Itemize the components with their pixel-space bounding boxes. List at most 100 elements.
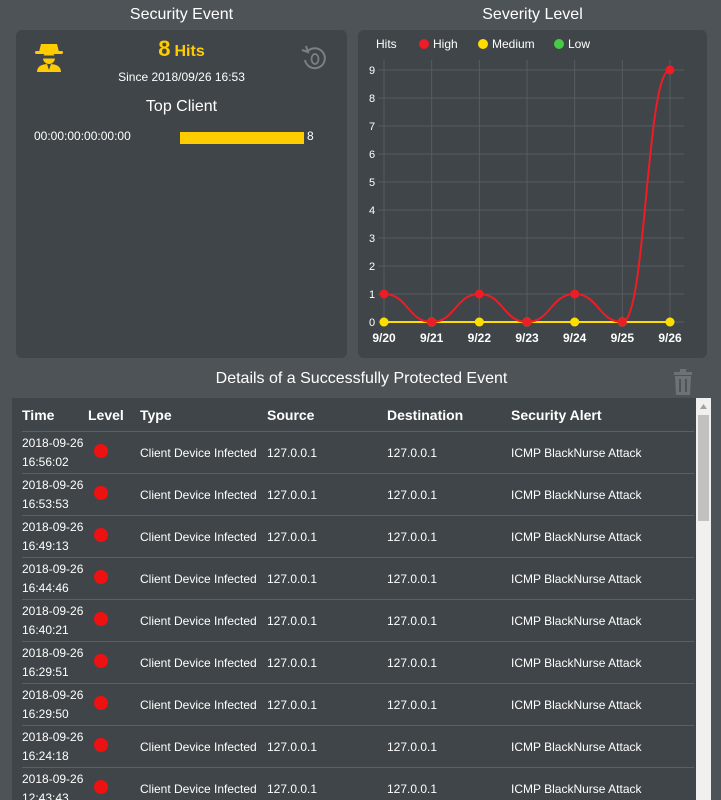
data-point-medium	[665, 317, 675, 327]
data-point-high	[379, 289, 389, 299]
event-type: Client Device Infected	[140, 557, 267, 600]
table-row[interactable]: 2018-09-26 16:40:21 Client Device Infected…	[22, 599, 694, 642]
table-row[interactable]: 2018-09-26 12:43:43 Client Device Infected…	[22, 767, 694, 800]
data-point-high	[617, 317, 627, 327]
event-security-alert: ICMP BlackNurse Attack	[511, 599, 694, 642]
y-tick-label: 7	[369, 121, 375, 133]
client-hits-bar	[180, 132, 304, 144]
event-level	[88, 515, 140, 558]
event-date: 2018-09-26	[22, 729, 84, 744]
event-level	[88, 473, 140, 516]
column-header-type: Type	[140, 398, 267, 432]
y-tick-label: 0	[369, 317, 375, 329]
event-security-alert: ICMP BlackNurse Attack	[511, 557, 694, 600]
event-clock: 16:29:50	[22, 706, 69, 721]
event-time: 2018-09-26 16:56:02	[22, 431, 88, 474]
table-row[interactable]: 2018-09-26 16:44:46 Client Device Infected…	[22, 557, 694, 600]
event-date: 2018-09-26	[22, 435, 84, 450]
event-time: 2018-09-26 16:49:13	[22, 515, 88, 558]
event-security-alert: ICMP BlackNurse Attack	[511, 767, 694, 800]
x-tick-label: 9/24	[563, 331, 587, 345]
event-clock: 12:43:43	[22, 790, 69, 800]
severity-level-panel: 0 1 2 3 4 5 6 7 8 9 9/20 9/21 9/22 9/23 9/24 9/25 9/26 Hi…	[358, 30, 707, 358]
data-point-high	[427, 317, 437, 327]
table-row[interactable]: 2018-09-26 16:53:53 Client Device Infected…	[22, 473, 694, 516]
event-date: 2018-09-26	[22, 687, 84, 702]
event-source: 127.0.0.1	[267, 641, 387, 684]
event-source: 127.0.0.1	[267, 767, 387, 800]
y-tick-label: 9	[369, 65, 375, 77]
event-destination: 127.0.0.1	[387, 767, 511, 800]
table-row[interactable]: 2018-09-26 16:49:13 Client Device Infected…	[22, 515, 694, 558]
legend-title: Hits	[376, 37, 397, 51]
event-source: 127.0.0.1	[267, 725, 387, 768]
scroll-thumb[interactable]	[698, 415, 709, 521]
security-event-title: Security Event	[129, 6, 234, 23]
scroll-up-icon[interactable]	[699, 402, 708, 411]
event-clock: 16:56:02	[22, 454, 69, 469]
event-time: 2018-09-26 16:29:50	[22, 683, 88, 726]
event-security-alert: ICMP BlackNurse Attack	[511, 725, 694, 768]
event-source: 127.0.0.1	[267, 683, 387, 726]
table-scrollbar[interactable]	[696, 398, 711, 800]
hits-count: 8	[158, 36, 171, 61]
data-point-high	[522, 317, 532, 327]
data-point-high	[570, 289, 580, 299]
legend-label-high: High	[433, 37, 458, 51]
details-title: Details of a Successfully Protected Even…	[215, 370, 508, 387]
severity-level-title: Severity Level	[482, 6, 583, 23]
data-point-medium	[570, 317, 580, 327]
event-date: 2018-09-26	[22, 603, 84, 618]
level-high-indicator	[94, 654, 108, 668]
event-level	[88, 557, 140, 600]
level-high-indicator	[94, 738, 108, 752]
event-level	[88, 431, 140, 474]
event-security-alert: ICMP BlackNurse Attack	[511, 683, 694, 726]
legend-marker-high	[419, 39, 429, 49]
table-row[interactable]: 2018-09-26 16:56:02 Client Device Infected…	[22, 431, 694, 474]
event-type: Client Device Infected	[140, 473, 267, 516]
trash-icon[interactable]	[671, 369, 695, 395]
event-destination: 127.0.0.1	[387, 557, 511, 600]
x-tick-label: 9/26	[658, 331, 682, 345]
data-point-high	[665, 65, 675, 75]
y-tick-label: 5	[369, 177, 375, 189]
events-table: Time Level Type Source Destination Secur…	[22, 398, 694, 800]
event-security-alert: ICMP BlackNurse Attack	[511, 641, 694, 684]
event-time: 2018-09-26 16:53:53	[22, 473, 88, 516]
table-row[interactable]: 2018-09-26 16:24:18 Client Device Infected…	[22, 725, 694, 768]
top-client-row: 00:00:00:00:00:00 8	[34, 129, 334, 145]
table-row[interactable]: 2018-09-26 16:29:50 Client Device Infected…	[22, 683, 694, 726]
table-row[interactable]: 2018-09-26 16:29:51 Client Device Infected…	[22, 641, 694, 684]
event-source: 127.0.0.1	[267, 515, 387, 558]
event-type: Client Device Infected	[140, 683, 267, 726]
event-destination: 127.0.0.1	[387, 599, 511, 642]
reset-counter-icon[interactable]	[299, 43, 329, 73]
since-timestamp: Since 2018/09/26 16:53	[118, 70, 245, 84]
event-security-alert: ICMP BlackNurse Attack	[511, 431, 694, 474]
level-high-indicator	[94, 696, 108, 710]
event-destination: 127.0.0.1	[387, 515, 511, 558]
table-header-row: Time Level Type Source Destination Secur…	[22, 398, 694, 432]
event-destination: 127.0.0.1	[387, 473, 511, 516]
x-tick-label: 9/25	[611, 331, 635, 345]
legend-label-medium: Medium	[492, 37, 535, 51]
column-header-security-alert: Security Alert	[511, 398, 694, 432]
level-high-indicator	[94, 612, 108, 626]
legend-marker-low	[554, 39, 564, 49]
hits-counter: 8 Hits	[16, 36, 347, 62]
event-time: 2018-09-26 12:43:43	[22, 767, 88, 800]
event-clock: 16:44:46	[22, 580, 69, 595]
x-tick-label: 9/21	[420, 331, 444, 345]
data-point-high	[474, 289, 484, 299]
event-date: 2018-09-26	[22, 645, 84, 660]
event-time: 2018-09-26 16:40:21	[22, 599, 88, 642]
top-client-title: Top Client	[145, 98, 218, 115]
column-header-level: Level	[88, 398, 140, 432]
event-time: 2018-09-26 16:24:18	[22, 725, 88, 768]
event-security-alert: ICMP BlackNurse Attack	[511, 473, 694, 516]
event-clock: 16:29:51	[22, 664, 69, 679]
x-tick-label: 9/22	[468, 331, 492, 345]
column-header-time: Time	[22, 398, 88, 432]
severity-line-chart: 0 1 2 3 4 5 6 7 8 9 9/20 9/21 9/22 9/23 9/24 9/25 9/26 Hi…	[369, 37, 684, 345]
